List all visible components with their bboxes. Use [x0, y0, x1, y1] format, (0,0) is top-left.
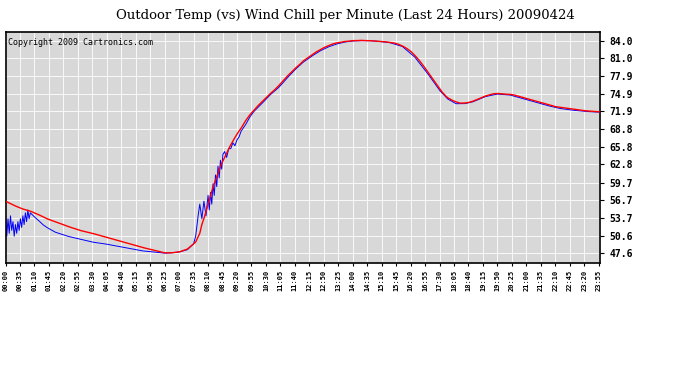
Text: Copyright 2009 Cartronics.com: Copyright 2009 Cartronics.com: [8, 38, 153, 46]
Text: Outdoor Temp (vs) Wind Chill per Minute (Last 24 Hours) 20090424: Outdoor Temp (vs) Wind Chill per Minute …: [116, 9, 574, 22]
